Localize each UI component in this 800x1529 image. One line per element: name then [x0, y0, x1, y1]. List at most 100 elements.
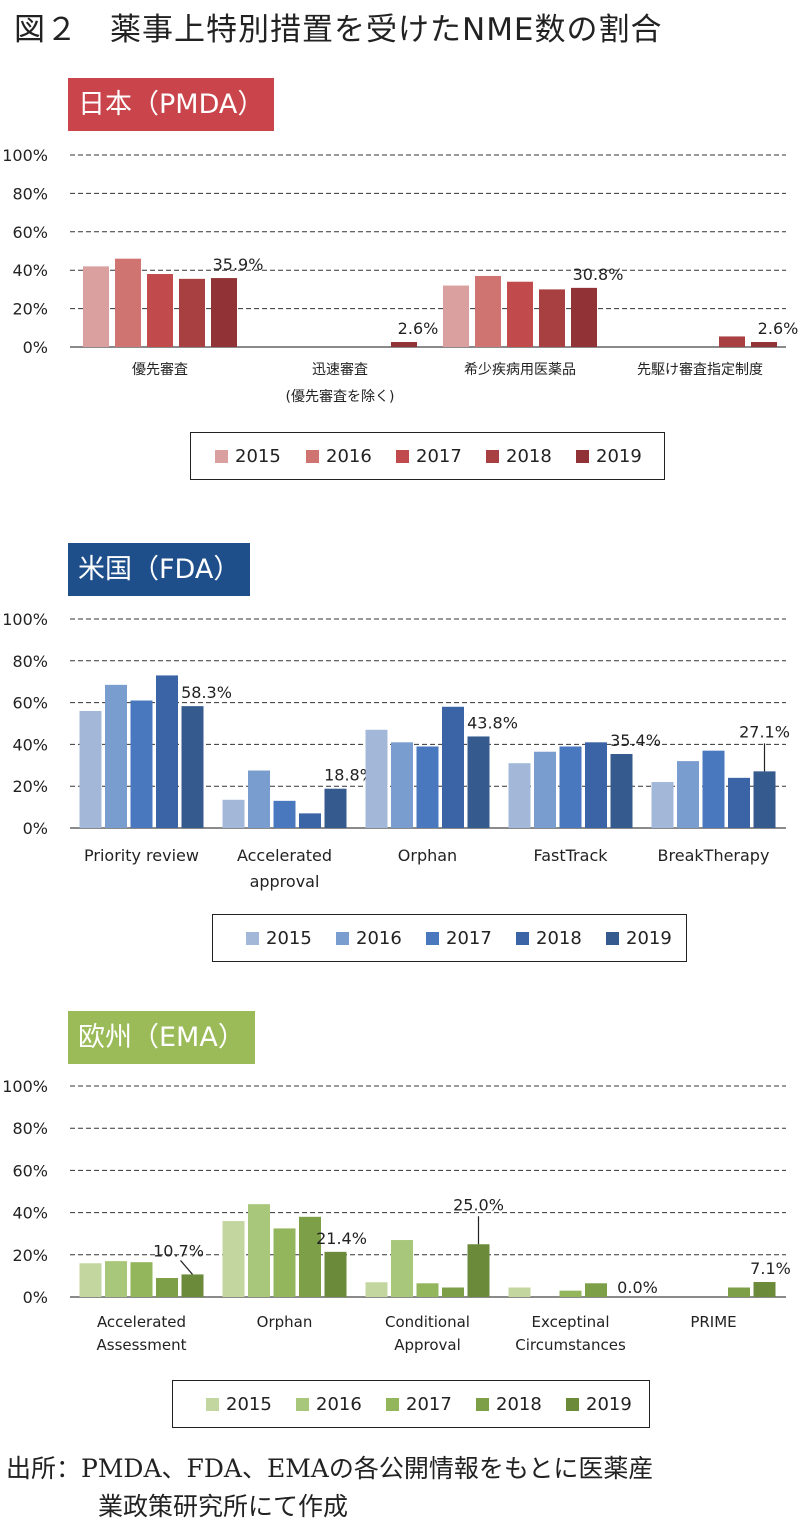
bar-prime-2019 — [753, 1282, 776, 1297]
bar-priority-review-2018 — [156, 675, 178, 828]
y-tick-label: 80% — [12, 652, 48, 671]
bar-breaktherapy-2019 — [753, 771, 776, 828]
bar-orphan-2019 — [324, 1251, 347, 1297]
legend-usa: 2015 2016 2017 2018 2019 — [212, 914, 687, 962]
bar-cat-2017 — [147, 274, 173, 347]
bar-orphan-2016 — [248, 1204, 270, 1297]
legend-item-2017: 2017 — [396, 433, 462, 479]
bar-breaktherapy-2016 — [677, 761, 699, 828]
bar-conditional-2018 — [442, 1287, 464, 1297]
data-label-orphan: 21.4% — [316, 1229, 367, 1248]
legend-japan: 2015 2016 2017 2018 2019 — [190, 432, 665, 480]
legend-item-2018: 2018 — [486, 433, 552, 479]
bar-fasttrack-2016 — [534, 751, 556, 828]
legend-item-2016: 2016 — [296, 1381, 362, 1427]
category-label-orphan: Orphan — [257, 1313, 313, 1331]
legend-item-2016: 2016 — [336, 915, 402, 961]
figure-title: 図２ 薬事上特別措置を受けたNME数の割合 — [14, 12, 663, 48]
legend-swatch — [606, 931, 619, 945]
bar-fasttrack-2018 — [585, 742, 607, 828]
panel-title-japan: 日本（PMDA） — [68, 78, 275, 131]
bar-cat-2019 — [571, 287, 597, 347]
legend-label: 2018 — [536, 927, 582, 949]
bar-orphan-2015 — [222, 1221, 245, 1297]
legend-item-2015: 2015 — [206, 1381, 272, 1427]
bar-exceptinal-2018 — [585, 1283, 607, 1297]
legend-item-2017: 2017 — [426, 915, 492, 961]
chart-usa: 0% 20% 40% 60% 80% 100% 58.3% Priority review 18… — [2, 610, 790, 891]
bar-accelerated-2017 — [273, 800, 296, 828]
y-tick-label: 60% — [12, 1161, 48, 1180]
category-label-conditional: Approval — [394, 1336, 461, 1354]
legend-swatch — [396, 449, 409, 463]
category-label-accelerated: Accelerated — [237, 846, 332, 865]
legend-item-2017: 2017 — [386, 1381, 452, 1427]
bar-orphan-2019 — [467, 736, 490, 828]
legend-label: 2018 — [506, 445, 552, 467]
legend-item-2016: 2016 — [306, 433, 372, 479]
legend-swatch — [206, 1397, 219, 1411]
y-tick-label: 100% — [2, 610, 48, 629]
bar-cat-2019 — [391, 342, 417, 347]
y-tick-label: 20% — [12, 777, 48, 796]
data-label-orphan: 43.8% — [467, 713, 518, 732]
bar-orphan-2017 — [416, 746, 439, 828]
bar-cat-2018 — [179, 278, 205, 347]
legend-label: 2015 — [226, 1393, 272, 1415]
source-note: 出所：PMDA、FDA、EMAの各公開情報をもとに医薬産 業政策研究所にて作成 — [6, 1450, 653, 1526]
legend-label: 2017 — [406, 1393, 452, 1415]
bar-cat-2016 — [115, 258, 141, 347]
legend-swatch — [516, 931, 529, 945]
bar-breaktherapy-2018 — [728, 777, 750, 828]
category-label-breaktherapy: BreakTherapy — [658, 846, 770, 865]
source-note-line2: 業政策研究所にて作成 — [98, 1492, 349, 1521]
data-label-breaktherapy: 27.1% — [739, 722, 790, 741]
data-label-accelerated: 18.8% — [324, 766, 375, 785]
category-label-prime: PRIME — [690, 1313, 736, 1331]
category-label-cat: 先駆け審査指定制度 — [637, 362, 763, 378]
bar-prime-2018 — [728, 1287, 750, 1297]
y-tick-label: 40% — [12, 1204, 48, 1223]
bar-exceptinal-2017 — [559, 1290, 582, 1297]
legend-item-2019: 2019 — [606, 915, 672, 961]
y-tick-label: 0% — [23, 819, 48, 838]
legend-item-2019: 2019 — [566, 1381, 632, 1427]
bar-priority-review-2016 — [105, 684, 127, 828]
category-label-priority-review: Priority review — [84, 846, 199, 865]
legend-swatch — [576, 449, 589, 463]
category-label-exceptinal: Exceptinal — [531, 1313, 609, 1331]
data-label-prime: 7.1% — [750, 1259, 791, 1278]
y-tick-label: 0% — [23, 338, 48, 357]
bar-conditional-2019 — [467, 1244, 490, 1297]
y-tick-label: 20% — [12, 1246, 48, 1265]
legend-swatch — [296, 1397, 309, 1411]
data-label-leader — [180, 1260, 193, 1275]
bar-accelerated-2018 — [156, 1278, 178, 1297]
y-tick-label: 40% — [12, 261, 48, 280]
data-label-cat: 2.6% — [758, 319, 799, 338]
bar-exceptinal-2015 — [508, 1287, 531, 1297]
legend-item-2015: 2015 — [215, 433, 281, 479]
legend-item-2015: 2015 — [246, 915, 312, 961]
bar-cat-2019 — [751, 342, 777, 347]
bar-orphan-2016 — [391, 742, 413, 828]
bar-breaktherapy-2017 — [702, 750, 725, 828]
bar-fasttrack-2019 — [610, 754, 633, 828]
y-tick-label: 0% — [23, 1288, 48, 1307]
category-label-accelerated: approval — [250, 872, 320, 891]
chart-europe: 0% 20% 40% 60% 80% 100% 10.7% Accelerated Assess… — [2, 1077, 791, 1354]
bar-cat-2019 — [211, 278, 237, 347]
legend-label: 2017 — [446, 927, 492, 949]
data-label-cat: 35.9% — [213, 255, 264, 274]
bar-accelerated-2019 — [181, 1274, 204, 1297]
legend-label: 2017 — [416, 445, 462, 467]
legend-swatch — [215, 449, 228, 463]
y-tick-label: 80% — [12, 1119, 48, 1138]
y-tick-label: 60% — [12, 694, 48, 713]
y-tick-label: 20% — [12, 300, 48, 319]
data-label-conditional: 25.0% — [453, 1195, 504, 1214]
legend-label: 2018 — [496, 1393, 542, 1415]
legend-label: 2019 — [626, 927, 672, 949]
bar-accelerated-2015 — [222, 799, 245, 828]
legend-item-2018: 2018 — [476, 1381, 542, 1427]
